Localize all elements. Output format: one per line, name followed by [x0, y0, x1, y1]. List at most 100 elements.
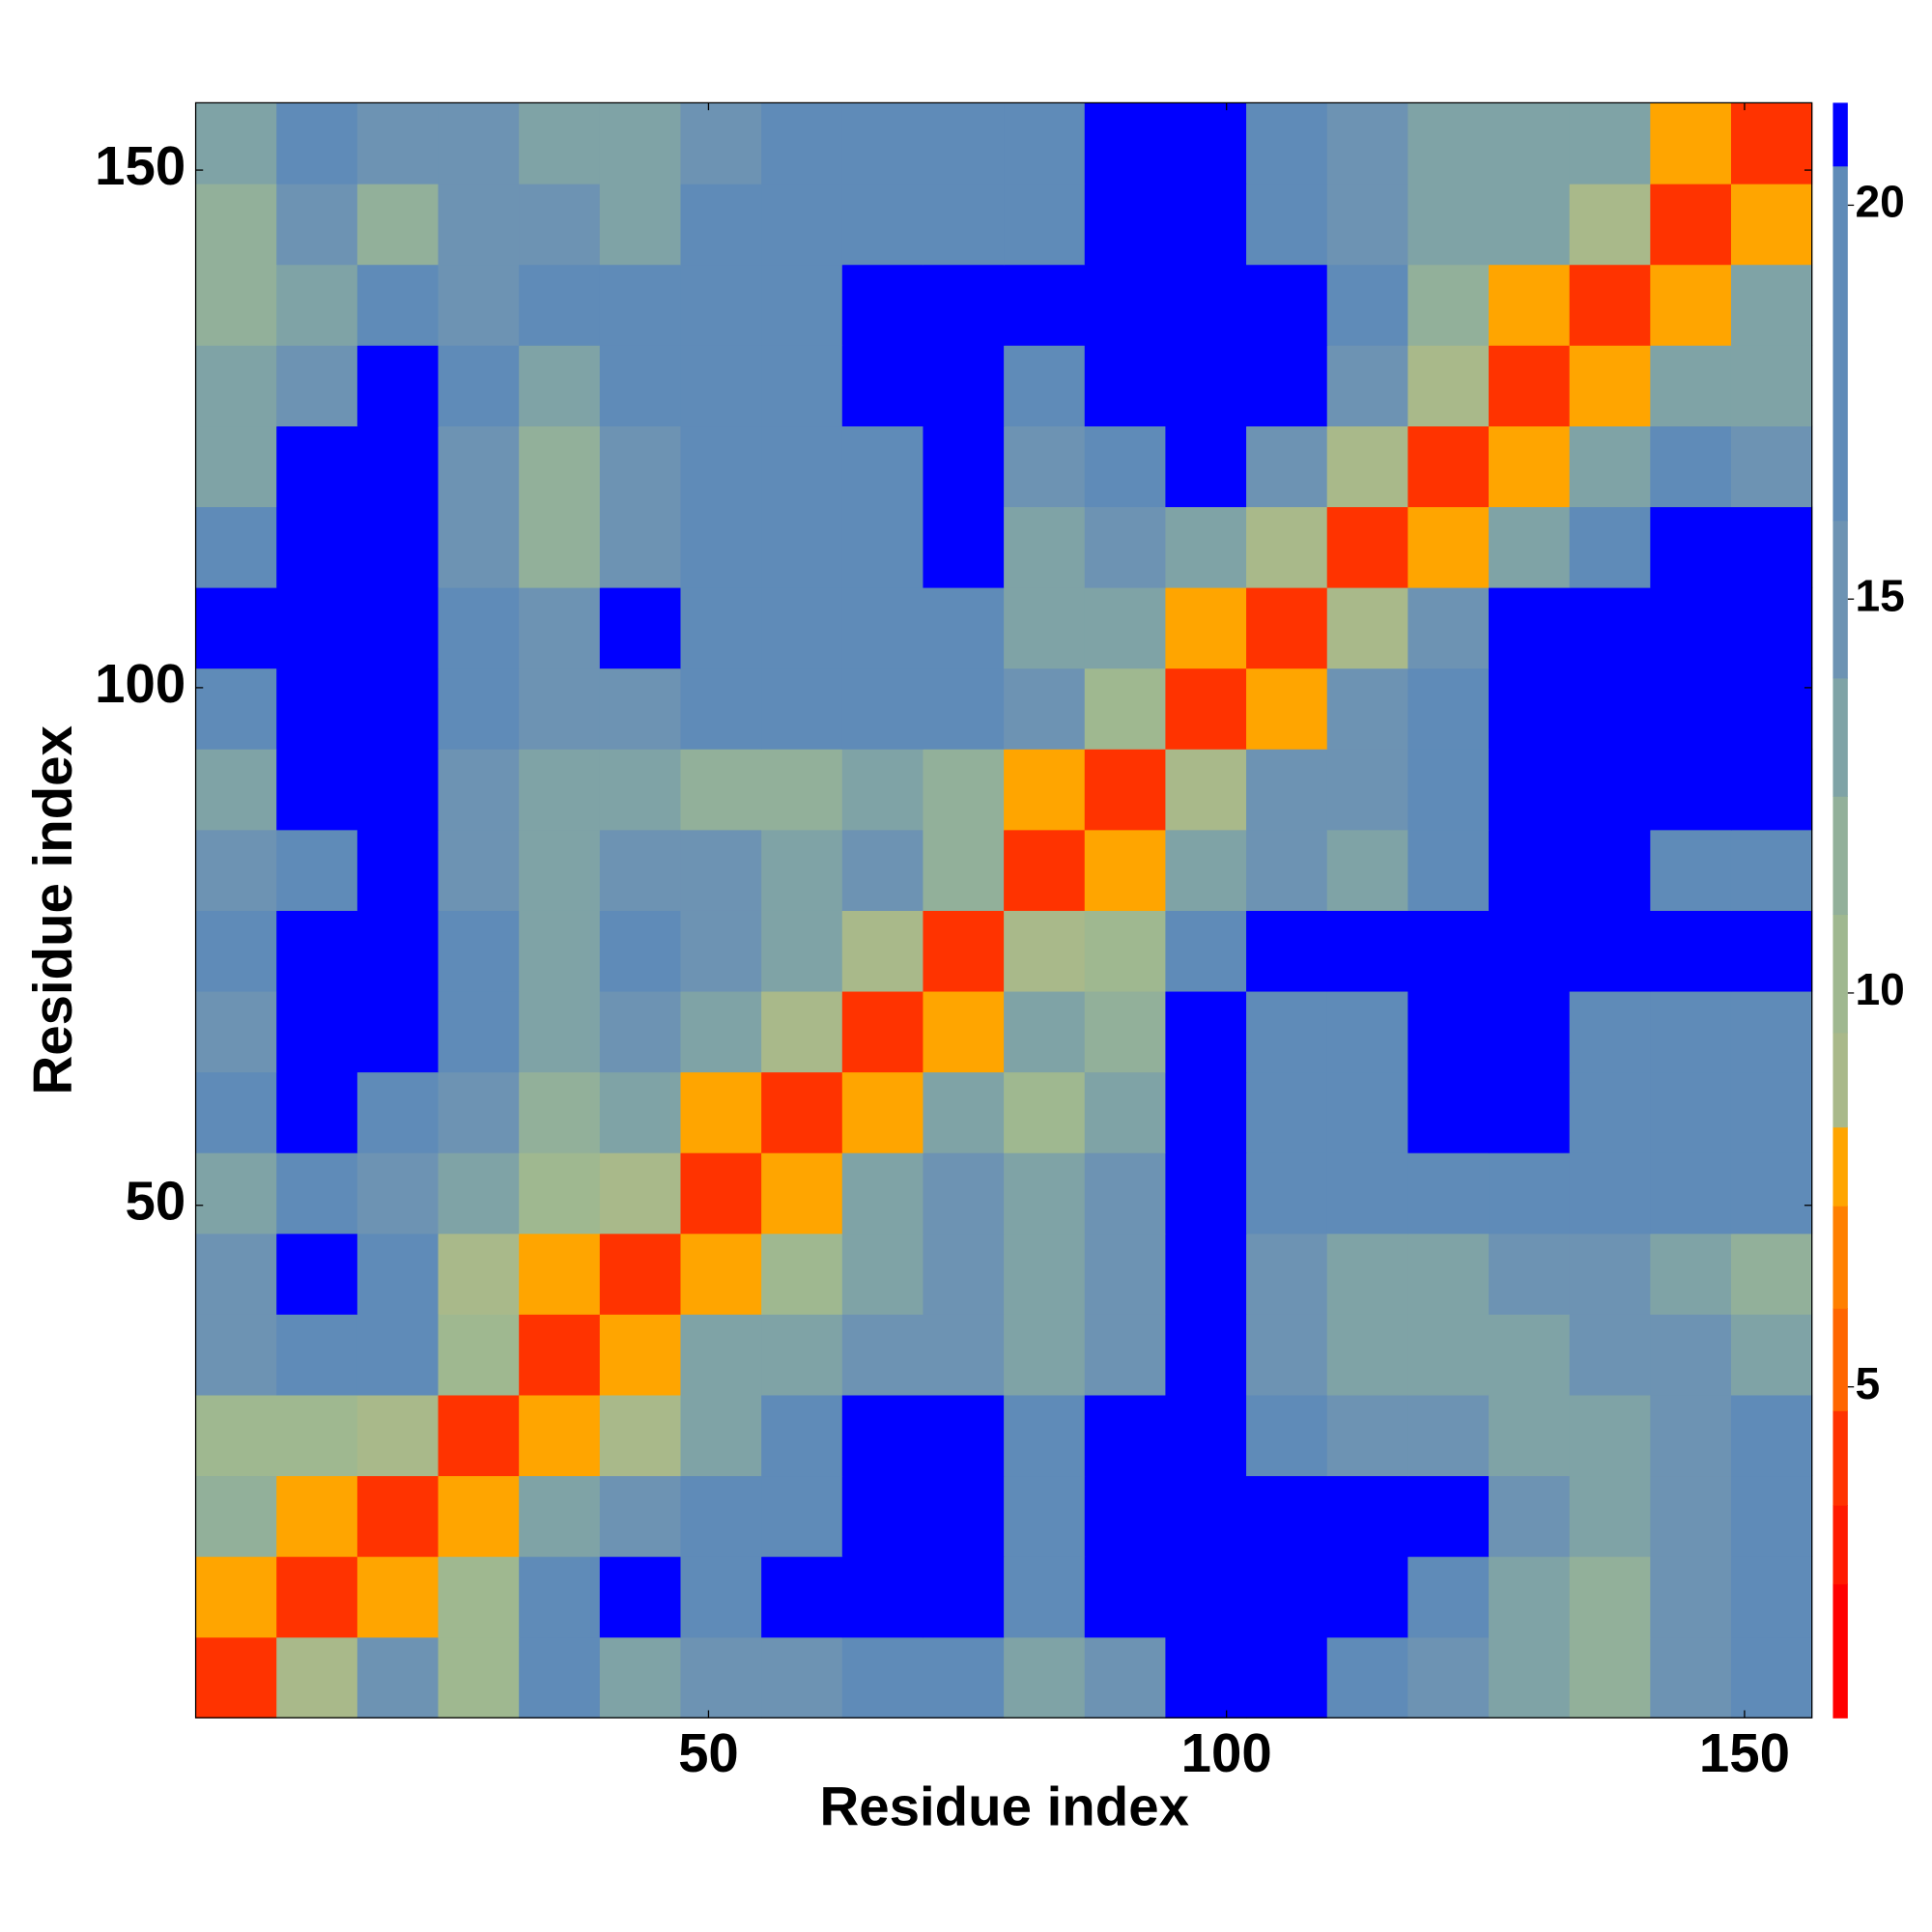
- heat-cell: [438, 829, 520, 911]
- heat-cell: [1650, 1071, 1732, 1153]
- heat-cell: [1407, 1394, 1490, 1477]
- heat-cell: [1650, 184, 1732, 266]
- heat-cell: [761, 1071, 843, 1153]
- heat-cell: [680, 1233, 762, 1315]
- heat-cell: [923, 1475, 1005, 1557]
- heat-cell: [1407, 264, 1490, 346]
- heat-cell: [1084, 910, 1167, 992]
- heat-cell: [1165, 102, 1247, 185]
- heat-cell: [923, 1152, 1005, 1235]
- heat-cell: [1326, 425, 1409, 507]
- heat-cell: [680, 586, 762, 669]
- heat-cell: [761, 1233, 843, 1315]
- colorbar-band: [1833, 1505, 1848, 1585]
- heat-cell: [761, 910, 843, 992]
- heat-cell: [276, 102, 358, 185]
- heat-cell: [841, 1556, 924, 1638]
- heat-cell: [276, 749, 358, 831]
- heat-cell: [1084, 668, 1167, 750]
- heat-cell: [519, 1233, 601, 1315]
- heat-cell: [680, 184, 762, 266]
- heat-cell: [1004, 102, 1086, 185]
- heat-cell: [195, 1556, 277, 1638]
- heat-cell: [356, 1071, 440, 1153]
- heat-cell: [356, 425, 440, 507]
- heat-cell: [438, 1394, 520, 1477]
- heat-cell: [276, 1636, 358, 1719]
- heat-cell: [599, 102, 682, 185]
- colorbar-tick-label: 20: [1856, 177, 1905, 227]
- heat-cell: [276, 1475, 358, 1557]
- heat-cell: [519, 990, 601, 1073]
- colorbar-band: [1833, 796, 1848, 916]
- colorbar-band: [1833, 677, 1848, 797]
- heat-cell: [1165, 586, 1247, 669]
- heat-cell: [356, 345, 440, 427]
- heat-cell: [438, 1071, 520, 1153]
- heat-cell: [1004, 506, 1086, 588]
- x-tick-label: 50: [678, 1722, 739, 1783]
- heat-cell: [195, 345, 277, 427]
- heat-cell: [1569, 1233, 1651, 1315]
- heat-cell: [1004, 184, 1086, 266]
- heat-cell: [761, 425, 843, 507]
- heat-cell: [1650, 829, 1732, 911]
- heat-cell: [680, 910, 762, 992]
- heat-cell: [276, 184, 358, 266]
- heat-cell: [761, 1556, 843, 1638]
- heat-cell: [519, 264, 601, 346]
- heat-cell: [1084, 1314, 1167, 1396]
- heat-cell: [1489, 990, 1571, 1073]
- heat-cell: [438, 1314, 520, 1396]
- heat-cell: [1165, 1152, 1247, 1235]
- heat-cell: [519, 506, 601, 588]
- heat-cell: [356, 829, 440, 911]
- heat-cell: [1407, 1233, 1490, 1315]
- heat-cell: [841, 910, 924, 992]
- heat-cell: [1650, 102, 1732, 185]
- heat-cell: [195, 829, 277, 911]
- heat-cell: [923, 264, 1005, 346]
- heat-cell: [1165, 1314, 1247, 1396]
- heat-cell: [1569, 829, 1651, 911]
- heat-cell: [276, 1152, 358, 1235]
- heat-cell: [1004, 1152, 1086, 1235]
- colorbar-band: [1833, 102, 1848, 167]
- heat-cell: [1165, 910, 1247, 992]
- heat-cell: [195, 1394, 277, 1477]
- heat-cell: [1326, 586, 1409, 669]
- y-tick-label: 100: [95, 653, 185, 714]
- heat-cell: [1246, 990, 1328, 1073]
- heat-cell: [841, 264, 924, 346]
- heat-cell: [1569, 586, 1651, 669]
- colorbar-band: [1833, 1308, 1848, 1411]
- heat-cell: [923, 749, 1005, 831]
- heat-cell: [1650, 345, 1732, 427]
- heat-cell: [356, 1636, 440, 1719]
- heat-cell: [1326, 264, 1409, 346]
- colorbar-tick-label: 10: [1856, 964, 1905, 1014]
- heat-cell: [519, 184, 601, 266]
- heat-cell: [356, 1233, 440, 1315]
- heat-cell: [1407, 1071, 1490, 1153]
- heat-cell: [1326, 1152, 1409, 1235]
- heat-cell: [1730, 829, 1813, 911]
- heat-cell: [1084, 1233, 1167, 1315]
- heat-cell: [1730, 1556, 1813, 1638]
- heat-cell: [1165, 1475, 1247, 1557]
- heat-cell: [1084, 749, 1167, 831]
- heat-cell: [1730, 1314, 1813, 1396]
- heat-cell: [680, 264, 762, 346]
- heat-cell: [1730, 1636, 1813, 1719]
- heat-cell: [1489, 102, 1571, 185]
- heat-cell: [1246, 264, 1328, 346]
- heat-cell: [519, 749, 601, 831]
- heat-cell: [438, 990, 520, 1073]
- heat-cell: [1407, 990, 1490, 1073]
- heat-cell: [1407, 506, 1490, 588]
- heat-cell: [1165, 1071, 1247, 1153]
- heat-cell: [1489, 345, 1571, 427]
- heat-cell: [1407, 910, 1490, 992]
- heat-cell: [1246, 1233, 1328, 1315]
- heat-cell: [519, 910, 601, 992]
